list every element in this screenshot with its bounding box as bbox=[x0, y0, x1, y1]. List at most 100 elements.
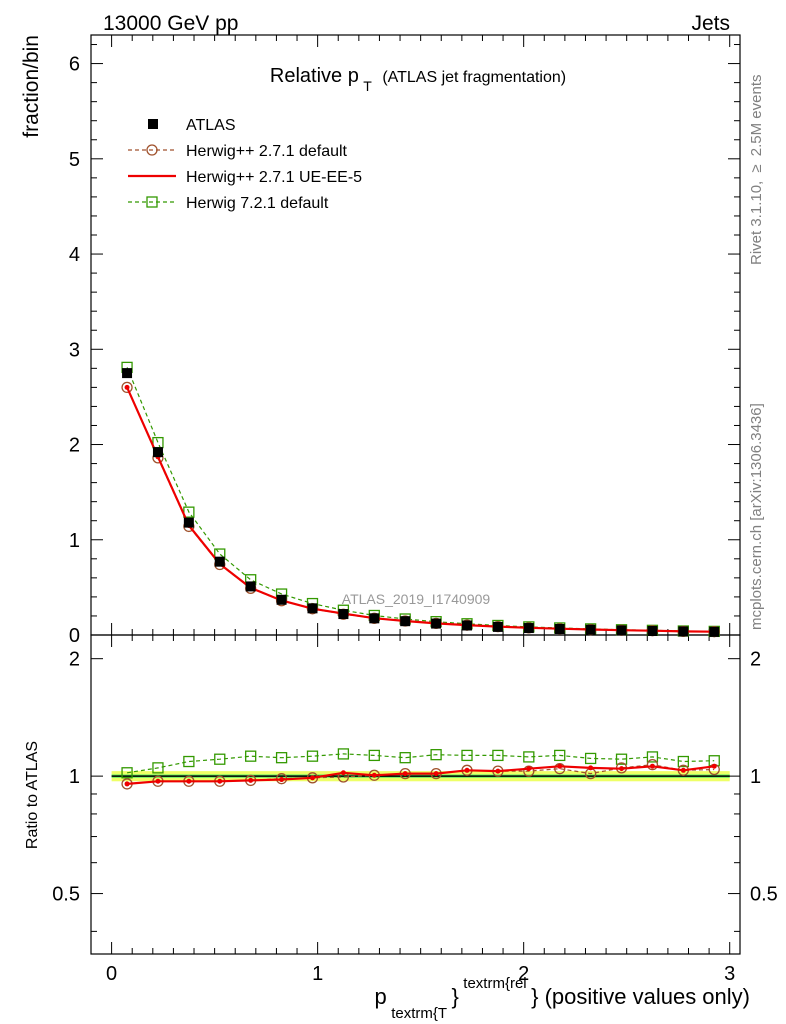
y-tick-label: 5 bbox=[69, 149, 80, 171]
data-point-atlas bbox=[369, 613, 380, 624]
x-tick-label: 0 bbox=[106, 963, 117, 985]
x-label-superscript: textrm{rel bbox=[463, 975, 526, 992]
data-point-atlas bbox=[492, 621, 503, 632]
data-point-herwig-2-7-1-ue-ee-5-ratio bbox=[124, 781, 130, 787]
series-line-herwig-2-7-1-ue-ee-5-main bbox=[126, 386, 715, 633]
legend-label-atlas: ATLAS bbox=[186, 117, 236, 134]
x-label-main: p bbox=[374, 984, 386, 1009]
data-point-herwig-2-7-1-default-ratio bbox=[554, 763, 566, 775]
data-point-herwig-2-7-1-default-ratio bbox=[523, 765, 535, 777]
data-point-herwig-7-2-1-default-ratio bbox=[152, 762, 164, 774]
data-point-herwig-2-7-1-ue-ee-5-ratio bbox=[155, 778, 161, 784]
ratio-y-tick-label-right: 0.5 bbox=[750, 884, 778, 906]
legend-entry-atlas: ATLAS bbox=[148, 117, 236, 134]
data-point-herwig-7-2-1-default-ratio bbox=[430, 749, 442, 761]
legend: ATLAS Herwig++ 2.7.1 default Herwig++ 2.… bbox=[128, 117, 362, 212]
data-point-atlas bbox=[400, 616, 411, 627]
data-point-herwig-2-7-1-ue-ee-5-ratio bbox=[711, 763, 717, 769]
y-tick-label: 3 bbox=[69, 339, 80, 361]
legend-marker-herwig7-default bbox=[146, 196, 158, 208]
rivet-version-label: Rivet 3.1.10, ≥ 2.5M events bbox=[748, 74, 765, 265]
data-point-herwig-7-2-1-default-main bbox=[152, 436, 164, 449]
data-point-herwig-7-2-1-default-ratio bbox=[306, 750, 319, 762]
rivet-events-text: 2.5M events bbox=[748, 74, 765, 156]
data-point-atlas bbox=[122, 368, 133, 379]
ratio-y-tick-label-left: 1 bbox=[69, 766, 80, 788]
legend-label-herwigpp-ueee5: Herwig++ 2.7.1 UE-EE-5 bbox=[186, 169, 362, 186]
main-plot-series bbox=[121, 361, 720, 638]
data-point-herwig-7-2-1-default-ratio bbox=[245, 750, 257, 762]
data-point-herwig-7-2-1-default-ratio bbox=[646, 751, 659, 763]
data-point-herwig-7-2-1-default-ratio bbox=[214, 753, 226, 765]
data-point-herwig-2-7-1-ue-ee-5-ratio bbox=[526, 766, 532, 772]
ratio-y-axis-label: Ratio to ATLAS bbox=[24, 741, 41, 849]
main-y-axis-label: fraction/bin bbox=[20, 35, 43, 138]
data-point-herwig-2-7-1-ue-ee-5-ratio bbox=[402, 771, 408, 777]
chart-title: Relative p T (ATLAS jet fragmentation) bbox=[270, 65, 566, 95]
data-point-atlas bbox=[616, 625, 627, 636]
data-point-atlas bbox=[647, 626, 658, 636]
rivet-ge-symbol: ≥ bbox=[748, 164, 765, 172]
data-point-herwig-2-7-1-ue-ee-5-ratio bbox=[371, 772, 377, 778]
data-point-herwig-2-7-1-ue-ee-5-ratio bbox=[279, 777, 285, 783]
data-point-herwig-2-7-1-ue-ee-5-ratio bbox=[248, 777, 254, 783]
analysis-watermark: ATLAS_2019_I1740909 bbox=[342, 591, 491, 607]
data-point-herwig-2-7-1-ue-ee-5-ratio bbox=[557, 763, 563, 769]
legend-entry-herwigpp-ueee5: Herwig++ 2.7.1 UE-EE-5 bbox=[128, 169, 362, 186]
data-point-herwig-7-2-1-default-ratio bbox=[183, 755, 195, 768]
data-point-herwig-2-7-1-ue-ee-5-ratio bbox=[433, 771, 439, 777]
data-point-herwig-7-2-1-default-ratio bbox=[554, 749, 566, 762]
data-point-atlas bbox=[431, 618, 442, 629]
legend-marker-atlas bbox=[148, 119, 158, 129]
ratio-y-tick-label-left: 2 bbox=[69, 649, 80, 671]
x-tick-label: 2 bbox=[518, 963, 529, 985]
ratio-plot-frame bbox=[90, 634, 741, 955]
data-point-herwig-7-2-1-default-ratio bbox=[461, 749, 473, 762]
header-energy: 13000 GeV pp bbox=[103, 12, 238, 35]
data-point-atlas bbox=[678, 626, 689, 637]
x-axis-label: p textrm{T } textrm{rel } (positive valu… bbox=[374, 975, 750, 1022]
axis-tick-labels: 0 1 2 3 0 1 2 3 4 5 6 0.5 0.5 1 1 2 2 bbox=[52, 54, 778, 985]
data-point-atlas bbox=[585, 624, 596, 635]
data-point-herwig-2-7-1-ue-ee-5-ratio bbox=[340, 770, 346, 776]
chart-title-main: Relative p bbox=[270, 65, 359, 87]
legend-entry-herwig7-default: Herwig 7.2.1 default bbox=[128, 195, 329, 212]
x-label-brace: } bbox=[451, 984, 458, 1009]
x-label-subscript: textrm{T bbox=[391, 1005, 447, 1022]
legend-marker-herwigpp-default bbox=[146, 144, 158, 156]
data-point-herwig-2-7-1-default-main bbox=[121, 381, 133, 394]
data-point-herwig-7-2-1-default-ratio bbox=[492, 749, 504, 762]
data-point-herwig-2-7-1-ue-ee-5-ratio bbox=[464, 767, 470, 773]
data-point-herwig-7-2-1-default-ratio bbox=[615, 753, 628, 765]
axis-ticks bbox=[91, 35, 740, 954]
data-point-atlas bbox=[307, 603, 318, 614]
data-point-herwig-2-7-1-ue-ee-5-ratio bbox=[495, 768, 501, 774]
mcplots-label: mcplots.cern.ch [arXiv:1306.3436] bbox=[748, 403, 765, 630]
data-point-herwig-7-2-1-default-ratio bbox=[121, 767, 133, 779]
legend-label-herwigpp-default: Herwig++ 2.7.1 default bbox=[186, 143, 348, 160]
y-tick-label: 4 bbox=[69, 244, 80, 266]
y-tick-label: 6 bbox=[69, 54, 80, 76]
legend-label-herwig7-default: Herwig 7.2.1 default bbox=[186, 195, 329, 212]
data-point-atlas bbox=[245, 581, 256, 592]
series-line-herwig-2-7-1-ue-ee-5-ratio bbox=[127, 765, 715, 785]
rivet-version-text: Rivet 3.1.10, bbox=[748, 181, 765, 265]
data-point-herwig-7-2-1-default-ratio bbox=[399, 752, 411, 764]
data-point-herwig-7-2-1-default-ratio bbox=[523, 751, 535, 763]
y-tick-label: 0 bbox=[69, 625, 80, 647]
y-tick-label: 2 bbox=[69, 435, 80, 457]
data-point-atlas bbox=[276, 594, 287, 605]
data-point-herwig-2-7-1-ue-ee-5-ratio bbox=[186, 778, 192, 784]
data-point-herwig-2-7-1-ue-ee-5-main bbox=[124, 384, 130, 390]
data-point-herwig-7-2-1-default-ratio bbox=[337, 748, 350, 760]
legend-entry-herwigpp-default: Herwig++ 2.7.1 default bbox=[128, 143, 348, 160]
ratio-plot-series bbox=[111, 748, 730, 790]
data-point-atlas bbox=[214, 556, 225, 567]
data-point-atlas bbox=[183, 517, 194, 528]
data-point-herwig-7-2-1-default-ratio bbox=[368, 749, 380, 762]
ratio-y-tick-label-left: 0.5 bbox=[52, 884, 80, 906]
data-point-atlas bbox=[462, 620, 473, 631]
data-point-herwig-2-7-1-default-ratio bbox=[646, 759, 659, 771]
chart-title-small: (ATLAS jet fragmentation) bbox=[382, 69, 566, 86]
data-point-atlas bbox=[554, 624, 565, 634]
